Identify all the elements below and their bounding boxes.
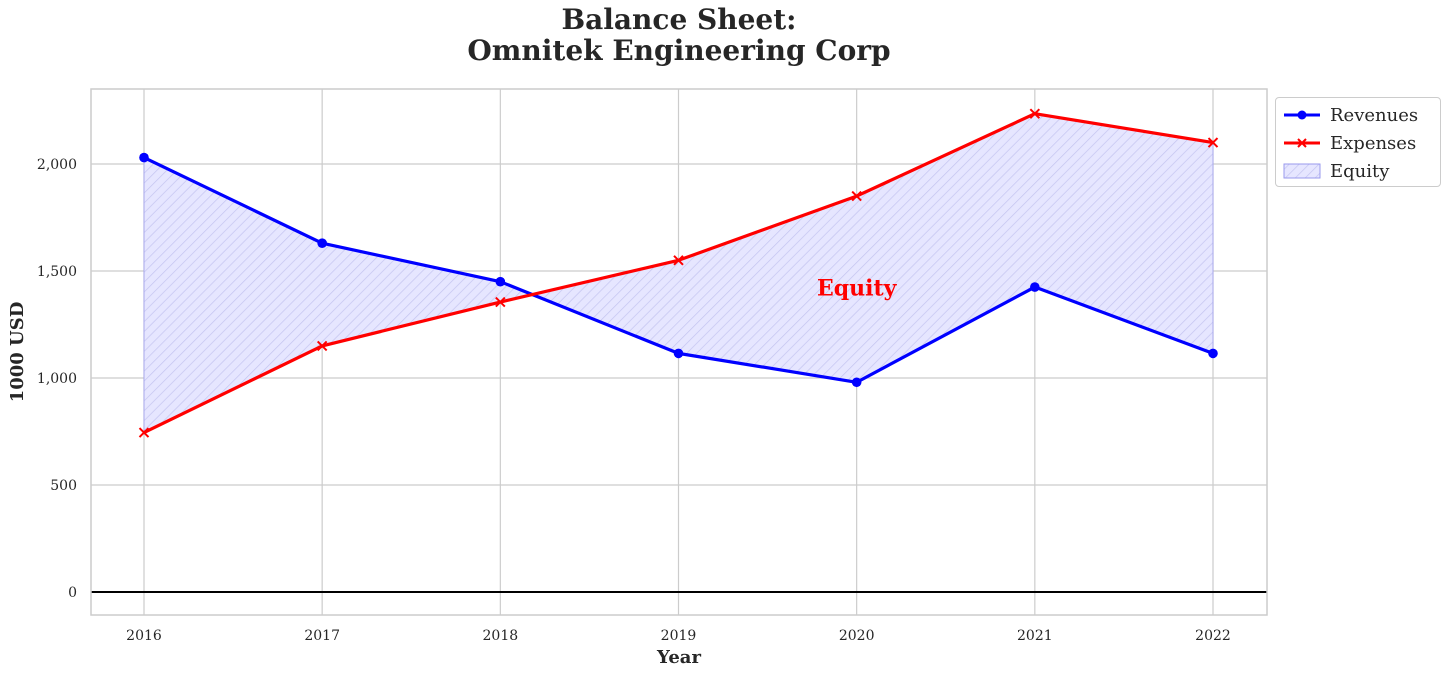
expenses-point	[1207, 137, 1219, 148]
x-tick-label: 2018	[483, 628, 519, 644]
chart-legend: Revenues Expenses Equity	[1275, 97, 1441, 187]
revenues-point	[1208, 348, 1218, 359]
x-tick-label: 2016	[126, 628, 162, 644]
legend-label-revenues: Revenues	[1330, 104, 1419, 126]
series-layer	[138, 108, 1219, 438]
revenues-point	[139, 152, 149, 163]
plot-frame	[90, 88, 1268, 616]
y-tick-label: 0	[68, 585, 77, 601]
revenues-point	[673, 348, 684, 359]
expenses-point	[1029, 108, 1041, 119]
legend-swatch-equity	[1283, 163, 1321, 179]
legend-swatch-revenues	[1284, 110, 1320, 120]
y-tick-label: 1,000	[37, 371, 77, 387]
chart-title-line-1: Balance Sheet:	[561, 3, 797, 36]
revenues-point	[1030, 282, 1040, 292]
tick-layer: 2016 2017 2018 2019 2020 2021 2022 0 500 1,000 1,5…	[37, 157, 1231, 644]
expenses-point	[673, 255, 684, 266]
revenues-point	[851, 377, 862, 388]
x-tick-label: 2020	[839, 628, 875, 644]
equity-annotation: Equity	[817, 275, 898, 301]
x-tick-label: 2022	[1195, 628, 1231, 644]
expenses-point	[138, 427, 150, 438]
x-tick-label: 2019	[661, 628, 697, 644]
x-axis-label: Year	[656, 647, 701, 668]
chart-title-line-2: Omnitek Engineering Corp	[467, 34, 891, 67]
legend-label-equity: Equity	[1330, 160, 1390, 182]
y-tick-label: 1,500	[37, 264, 77, 280]
expenses-point	[851, 190, 862, 202]
x-tick-label: 2017	[304, 628, 340, 644]
legend-swatch-expenses	[1284, 138, 1320, 148]
legend-item-equity: Equity	[1282, 158, 1389, 184]
revenues-point	[317, 238, 327, 248]
y-tick-label: 500	[50, 478, 77, 494]
x-tick-label: 2021	[1017, 628, 1053, 644]
legend-item-revenues: Revenues	[1282, 102, 1418, 128]
y-axis-label: 1000 USD	[7, 302, 28, 403]
revenues-point	[495, 276, 506, 287]
chart-title: Balance Sheet: Omnitek Engineering Corp	[91, 4, 1267, 66]
legend-item-expenses: Expenses	[1282, 130, 1416, 156]
expenses-point	[316, 340, 328, 352]
expenses-point	[495, 296, 506, 308]
legend-label-expenses: Expenses	[1330, 132, 1417, 154]
y-tick-label: 2,000	[37, 157, 77, 173]
